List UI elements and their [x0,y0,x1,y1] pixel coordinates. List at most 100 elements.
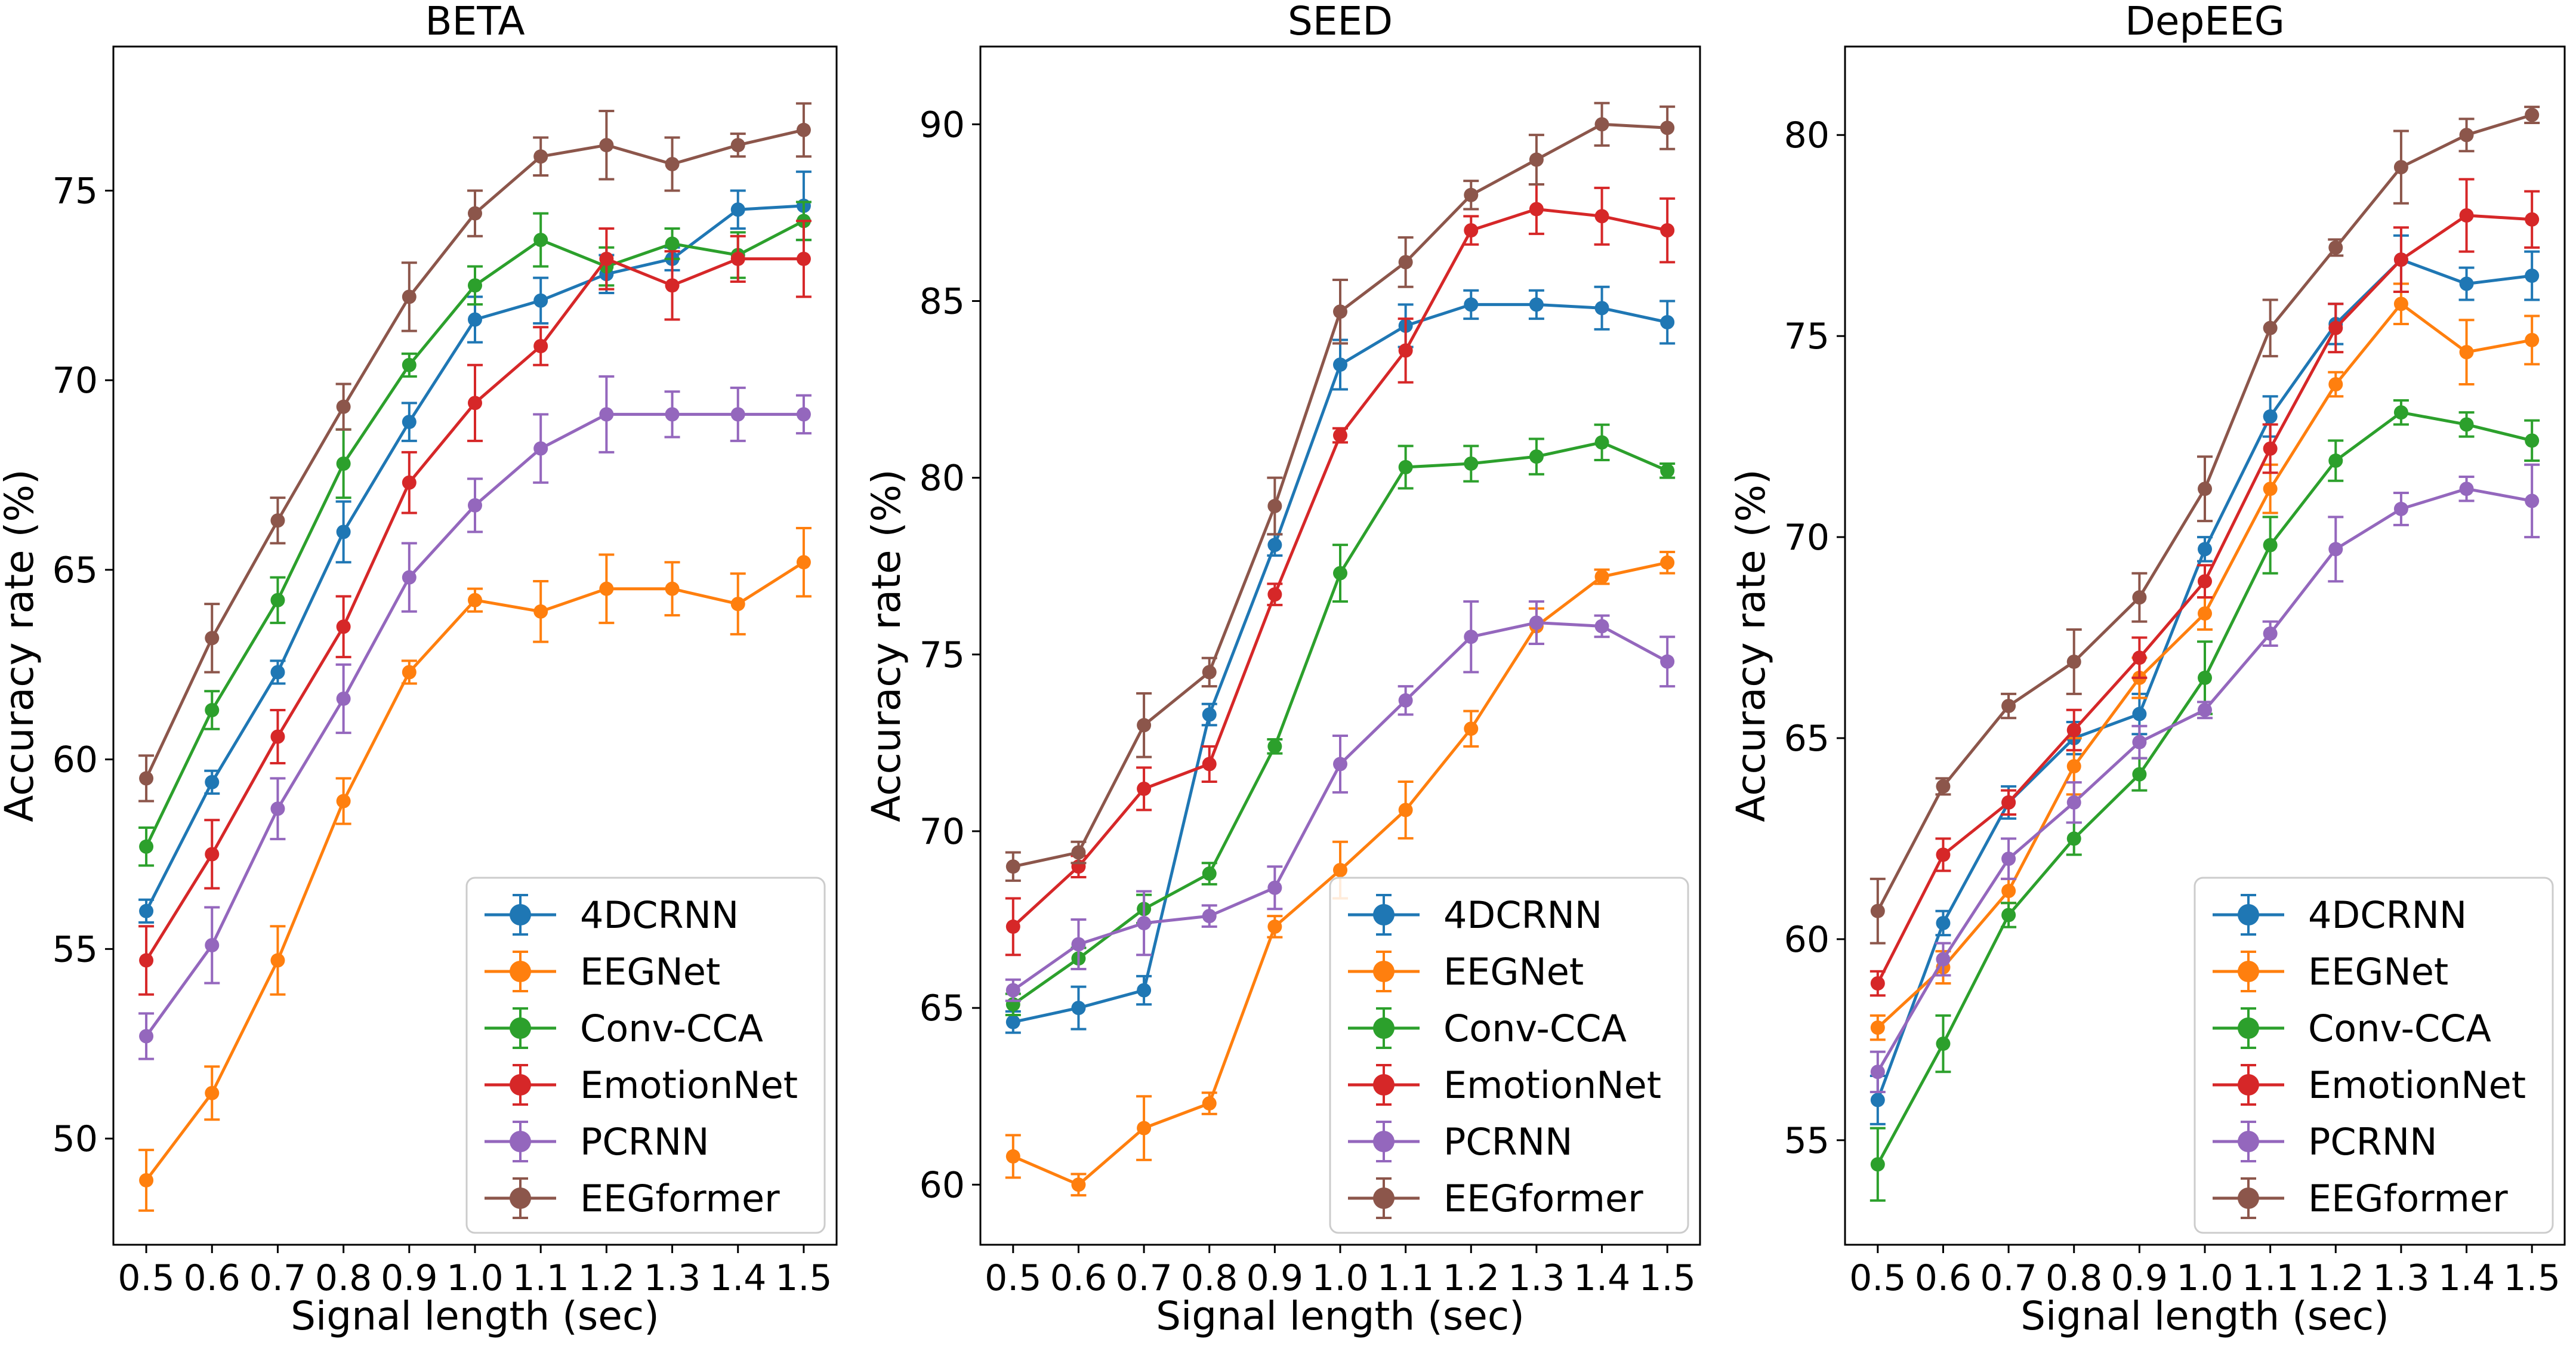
legend-marker [2238,961,2259,982]
data-point [1267,880,1282,895]
data-point [1936,779,1951,794]
data-point [1202,707,1217,722]
data-point [796,555,811,570]
legend-marker [1373,961,1395,982]
data-point [1936,847,1951,862]
x-tick-label: 0.7 [1980,1257,2037,1299]
data-point [402,289,417,304]
data-point [1870,1093,1885,1108]
data-point [1660,555,1675,570]
x-tick-label: 1.5 [1639,1257,1695,1299]
data-point [796,122,811,137]
data-point [270,513,285,528]
data-point [1594,301,1609,316]
series-4dcrnn [1869,234,2540,1125]
data-point [1202,866,1217,881]
legend-label: 4DCRNN [580,893,739,937]
data-point [1936,952,1951,967]
data-point [533,149,548,164]
data-point [2525,212,2540,227]
data-point [2198,542,2212,557]
data-point [665,278,680,293]
data-point [2328,377,2343,392]
data-point [2525,107,2540,122]
data-point [1137,718,1152,733]
series-conv-cca [138,200,812,867]
y-tick-label: 80 [1784,115,1830,156]
legend-item-eegnet: EEGNet [1348,950,1584,994]
chart-title: SEED [1288,0,1393,44]
data-point [1594,209,1609,224]
x-tick-label: 1.4 [709,1257,766,1299]
data-point [1936,915,1951,930]
data-point [796,251,811,266]
data-point [205,775,220,789]
x-tick-label: 1.2 [1443,1257,1500,1299]
x-tick-label: 0.8 [2046,1257,2102,1299]
legend-item-4dcrnn: 4DCRNN [2213,893,2467,937]
data-point [1202,757,1217,772]
x-tick-label: 1.0 [2176,1257,2233,1299]
data-point [1333,757,1347,772]
legend-marker [1373,904,1395,926]
data-point [730,407,745,422]
data-point [1660,463,1675,478]
data-point [2132,650,2147,665]
data-point [468,498,482,513]
data-point [468,593,482,607]
data-point [1137,915,1152,930]
x-tick-label: 0.7 [1115,1257,1172,1299]
data-point [1071,937,1086,952]
data-point [2001,884,2016,899]
data-point [336,691,351,706]
data-point [205,938,220,952]
legend-item-4dcrnn: 4DCRNN [485,893,739,937]
data-point [2459,482,2474,496]
data-point [533,339,548,353]
data-point [1529,615,1544,630]
data-point [2198,702,2212,717]
data-point [139,903,154,918]
data-point [1398,459,1413,474]
data-point [1137,983,1152,998]
data-point [2001,795,2016,810]
data-point [1529,297,1544,312]
data-point [2132,590,2147,605]
x-tick-label: 1.2 [578,1257,635,1299]
data-point [139,839,154,854]
data-point [1529,152,1544,167]
data-point [533,604,548,619]
data-point [2263,538,2278,553]
y-tick-label: 50 [53,1118,98,1160]
data-point [2328,320,2343,335]
legend-label: EmotionNet [580,1063,798,1107]
legend-marker [2238,904,2259,926]
data-point [468,206,482,221]
data-point [2198,670,2212,685]
legend-item-eegformer: EEGformer [2213,1177,2508,1220]
data-point [1267,538,1282,553]
data-point [2328,454,2343,468]
data-point [468,312,482,327]
data-point [205,631,220,646]
y-tick-label: 70 [1784,517,1830,559]
legend: 4DCRNN EEGNet Conv-CCA EmotionNet PCRNN EEGfo… [1329,877,1689,1234]
x-tick-label: 1.0 [446,1257,503,1299]
legend-marker [1373,1017,1395,1039]
data-point [2066,654,2081,669]
legend-item-pcrnn: PCRNN [485,1120,709,1164]
legend-marker [510,904,531,926]
legend-box [1329,877,1689,1234]
data-point [1267,739,1282,754]
y-tick-label: 85 [920,280,965,322]
legend-item-emotionnet: EmotionNet [2213,1063,2526,1107]
data-point [270,801,285,816]
x-tick-label: 1.5 [775,1257,832,1299]
legend-label: Conv-CCA [1443,1007,1627,1050]
data-point [533,441,548,456]
legend-item-emotionnet: EmotionNet [485,1063,798,1107]
data-point [2525,269,2540,283]
data-point [2066,759,2081,774]
data-point [139,1029,154,1044]
data-point [1660,121,1675,135]
